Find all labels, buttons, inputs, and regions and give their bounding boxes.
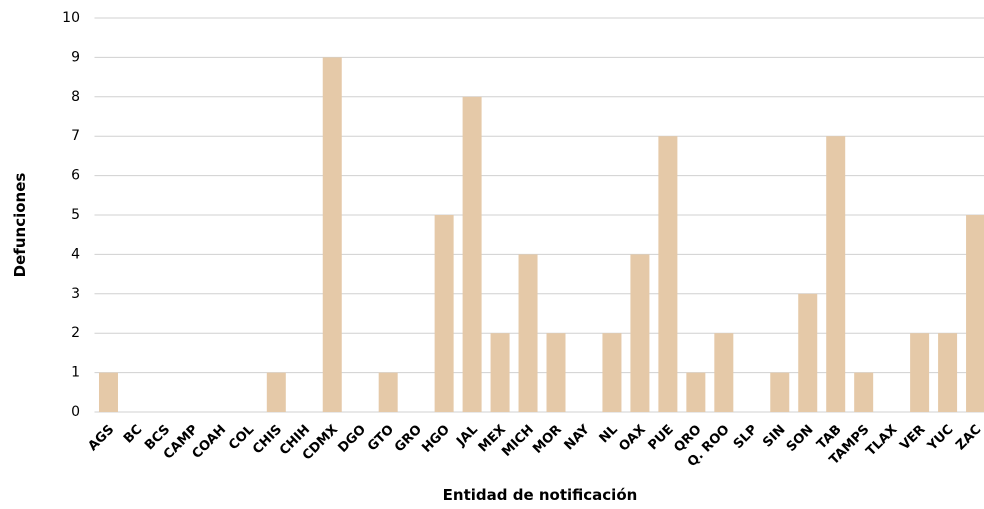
y-tick-label: 7 xyxy=(71,128,80,144)
bar xyxy=(266,372,286,412)
x-tick-label: DGO xyxy=(335,422,369,456)
bar xyxy=(98,372,118,412)
y-tick-label: 4 xyxy=(71,246,80,262)
x-axis-title: Entidad de notificación xyxy=(443,486,638,504)
bar xyxy=(490,333,510,412)
x-tick-label: MICH xyxy=(499,422,537,460)
bar xyxy=(826,136,846,412)
x-tick-label: HGO xyxy=(419,422,453,456)
x-tick-label: TLAX xyxy=(864,422,901,459)
bar xyxy=(798,293,818,412)
y-tick-label: 3 xyxy=(71,286,80,302)
bar xyxy=(910,333,930,412)
bar xyxy=(378,372,398,412)
x-tick-label: PUE xyxy=(646,422,677,453)
y-tick-label: 2 xyxy=(71,325,80,341)
x-tick-label: YUC xyxy=(924,422,956,454)
y-tick-label: 5 xyxy=(71,207,80,223)
bar xyxy=(518,254,538,412)
x-tick-label: SIN xyxy=(760,422,788,450)
bar xyxy=(322,57,342,413)
bar xyxy=(770,372,790,412)
y-tick-label: 9 xyxy=(71,49,80,65)
y-tick-label: 10 xyxy=(62,10,80,26)
bar xyxy=(938,333,958,412)
x-tick-label: OAX xyxy=(616,422,648,454)
x-tick-label: VER xyxy=(897,422,928,453)
bar xyxy=(434,215,454,412)
y-tick-label: 1 xyxy=(71,365,80,381)
x-tick-label: AGS xyxy=(85,422,117,454)
bar xyxy=(714,333,734,412)
bar xyxy=(630,254,650,412)
bar xyxy=(602,333,622,412)
bar xyxy=(658,136,678,412)
x-tick-label: NAY xyxy=(562,422,594,454)
x-tick-label: SLP xyxy=(731,422,761,452)
x-tick-label: GTO xyxy=(365,422,397,454)
x-tick-label: MOR xyxy=(530,422,565,457)
bar xyxy=(966,215,984,412)
x-tick-label: SON xyxy=(784,422,817,455)
x-tick-label: GRO xyxy=(392,422,425,455)
bar xyxy=(546,333,566,412)
bar xyxy=(854,372,874,412)
y-axis-title: Defunciones xyxy=(11,173,29,278)
bar xyxy=(686,372,706,412)
y-tick-label: 6 xyxy=(71,168,80,184)
y-tick-label: 8 xyxy=(71,89,80,105)
x-tick-label: ZAC xyxy=(953,422,984,453)
y-tick-label: 0 xyxy=(71,404,80,420)
bar xyxy=(462,96,482,413)
